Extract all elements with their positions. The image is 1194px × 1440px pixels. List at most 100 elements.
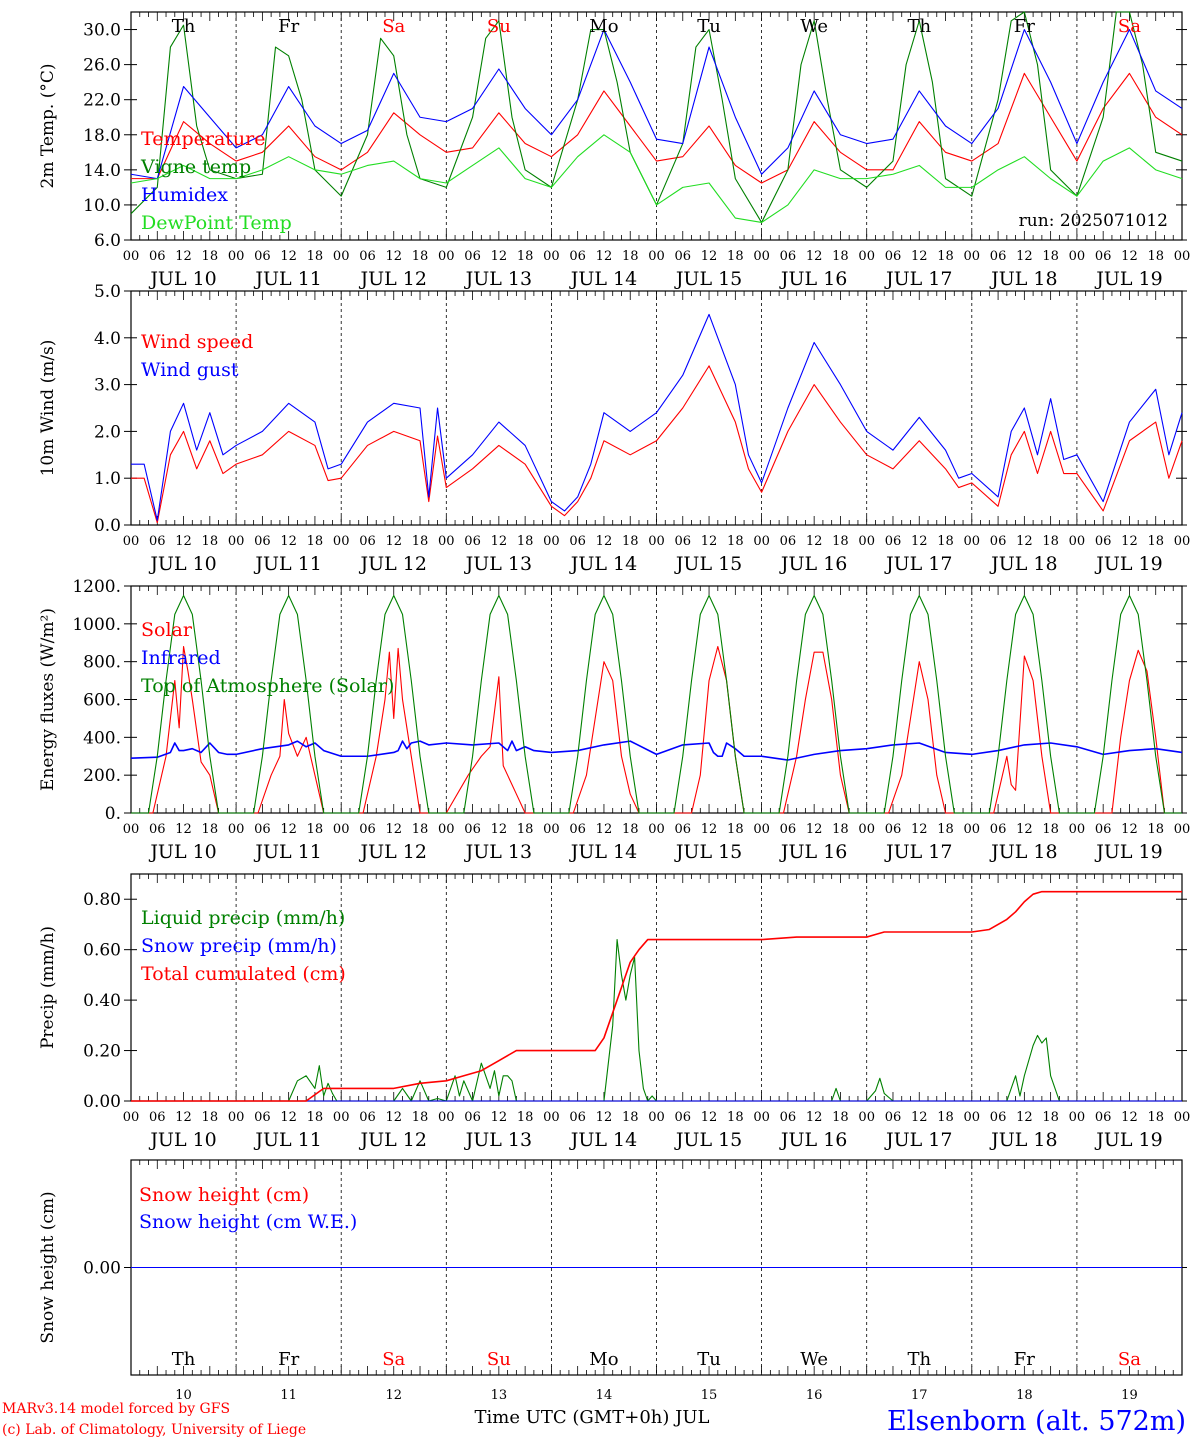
- hour-tick-label: 18: [727, 1110, 744, 1125]
- hour-tick-label: 06: [464, 822, 481, 837]
- y-tick-label: 0.00: [83, 1259, 121, 1279]
- date-label: JUL 16: [779, 1129, 847, 1151]
- hour-tick-label: 00: [123, 822, 140, 837]
- y-tick-label: 400.: [83, 728, 121, 748]
- hour-tick-label: 12: [806, 249, 823, 264]
- y-tick-label: 18.0: [83, 126, 121, 146]
- hour-tick-label: 00: [1174, 822, 1191, 837]
- series-humidex: [130, 28, 1183, 180]
- hour-tick-label: 18: [307, 1110, 324, 1125]
- y-axis-label: Snow height (cm): [38, 1191, 58, 1343]
- hour-tick-label: 18: [517, 249, 534, 264]
- hour-tick-label: 00: [858, 1110, 875, 1125]
- hour-tick-label: 06: [149, 1110, 166, 1125]
- day-name-bottom: Tu: [697, 1349, 721, 1370]
- date-label: JUL 15: [674, 553, 742, 575]
- series-dewpoint-temp: [130, 134, 1183, 224]
- date-label: JUL 15: [674, 1129, 742, 1151]
- hour-tick-label: 06: [149, 822, 166, 837]
- day-name-top: Sa: [382, 16, 405, 37]
- date-label: JUL 12: [359, 553, 427, 575]
- hour-tick-label: 18: [937, 534, 954, 549]
- day-name-bottom: We: [800, 1349, 828, 1370]
- hour-tick-label: 06: [990, 1110, 1007, 1125]
- hour-tick-label: 00: [858, 534, 875, 549]
- day-name-top: Tu: [697, 16, 721, 37]
- hour-tick-label: 18: [622, 534, 639, 549]
- hour-tick-label: 18: [937, 249, 954, 264]
- day-number: 17: [911, 1388, 928, 1403]
- hour-tick-label: 18: [1042, 249, 1059, 264]
- hour-tick-label: 12: [1016, 822, 1033, 837]
- hour-tick-label: 06: [359, 534, 376, 549]
- hour-tick-label: 00: [438, 249, 455, 264]
- panel-1: 6.0 10.0 14.0 18.0 22.0 26.0 30.0 2m Temp. (°C)…: [38, 11, 1190, 290]
- hour-tick-label: 12: [911, 1110, 928, 1125]
- hour-tick-label: 00: [333, 1110, 350, 1125]
- hour-tick-label: 00: [228, 1110, 245, 1125]
- hour-tick-label: 00: [1174, 534, 1191, 549]
- hour-tick-label: 12: [491, 249, 508, 264]
- hour-tick-label: 06: [149, 534, 166, 549]
- hour-tick-label: 00: [753, 534, 770, 549]
- day-number: 15: [701, 1388, 718, 1403]
- day-name-top: Fr: [278, 16, 299, 37]
- hour-tick-label: 18: [832, 249, 849, 264]
- hour-tick-label: 00: [543, 534, 560, 549]
- series-total-cumulated-cm: [131, 890, 1182, 1102]
- hour-tick-label: 06: [885, 249, 902, 264]
- date-label: JUL 11: [253, 268, 321, 290]
- hour-tick-label: 18: [517, 534, 534, 549]
- series-top-of-atmosphere-solar: [131, 594, 1182, 814]
- legend-entry: Humidex: [141, 184, 228, 206]
- hour-tick-label: 00: [438, 1110, 455, 1125]
- hour-tick-label: 12: [385, 534, 402, 549]
- date-label: JUL 18: [989, 841, 1057, 863]
- hour-tick-label: 00: [228, 822, 245, 837]
- day-name-top: Mo: [589, 16, 618, 37]
- day-name-top: Th: [172, 16, 196, 37]
- hour-tick-label: 12: [1016, 249, 1033, 264]
- time-ticks: [130, 291, 1183, 525]
- day-number: 18: [1016, 1388, 1033, 1403]
- hour-tick-label: 18: [622, 1110, 639, 1125]
- hour-tick-label: 12: [175, 534, 192, 549]
- y-tick-label: 0.: [105, 804, 121, 824]
- hour-tick-label: 18: [202, 1110, 219, 1125]
- day-name-bottom: Mo: [589, 1349, 618, 1370]
- date-label: JUL 17: [884, 268, 952, 290]
- hour-tick-label: 06: [569, 822, 586, 837]
- hour-tick-label: 00: [333, 822, 350, 837]
- hour-tick-label: 06: [254, 249, 271, 264]
- panel-4: 0.00 0.20 0.40 0.60 0.80 Precip (mm/h) Liquid …: [38, 873, 1190, 1151]
- legend-entry: Snow height (cm W.E.): [139, 1211, 357, 1233]
- legend-entry: Solar: [141, 619, 193, 641]
- hour-tick-label: 12: [701, 1110, 718, 1125]
- hour-tick-label: 18: [1042, 1110, 1059, 1125]
- day-number: 14: [596, 1388, 613, 1403]
- hour-tick-label: 12: [806, 822, 823, 837]
- day-name-bottom: Sa: [1118, 1349, 1141, 1370]
- hour-tick-label: 06: [1095, 1110, 1112, 1125]
- panels: 6.0 10.0 14.0 18.0 22.0 26.0 30.0 2m Temp. (°C)…: [38, 11, 1191, 1403]
- y-tick-label: 1000.: [72, 615, 121, 635]
- hour-tick-label: 06: [780, 1110, 797, 1125]
- hour-tick-label: 18: [727, 249, 744, 264]
- date-label: JUL 14: [569, 268, 637, 290]
- hour-tick-label: 00: [543, 249, 560, 264]
- series-wind-speed: [131, 365, 1183, 524]
- hour-tick-label: 06: [675, 822, 692, 837]
- station-label: Elsenborn (alt. 572m): [887, 1406, 1186, 1437]
- hour-tick-label: 12: [1121, 822, 1138, 837]
- y-tick-label: 1.0: [94, 469, 121, 489]
- hour-tick-label: 00: [333, 534, 350, 549]
- day-name-bottom: Su: [487, 1349, 511, 1370]
- day-name-top: Th: [907, 16, 931, 37]
- series-solar: [131, 645, 1182, 814]
- day-name-bottom: Fr: [1014, 1349, 1035, 1370]
- hour-tick-label: 00: [123, 534, 140, 549]
- y-tick-label: 2.0: [94, 422, 121, 442]
- hour-tick-label: 12: [280, 822, 297, 837]
- hour-tick-label: 12: [385, 1110, 402, 1125]
- legend-entry: Liquid precip (mm/h): [141, 907, 345, 929]
